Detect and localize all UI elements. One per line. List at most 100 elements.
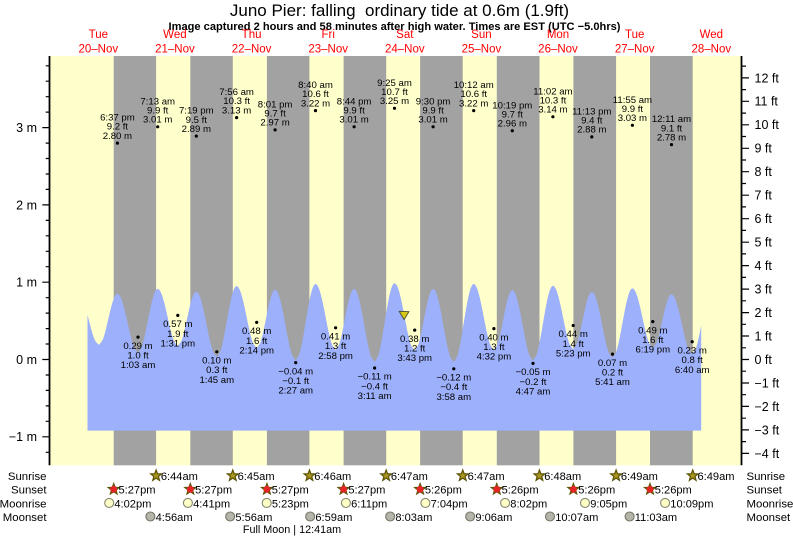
svg-text:5:27pm: 5:27pm (272, 485, 309, 497)
svg-text:6:59am: 6:59am (315, 512, 352, 524)
svg-text:4:32 pm: 4:32 pm (477, 352, 512, 363)
svg-text:6:40 am: 6:40 am (675, 365, 710, 376)
svg-text:23–Nov: 23–Nov (308, 43, 348, 55)
svg-text:6:46am: 6:46am (314, 471, 351, 483)
svg-text:8 ft: 8 ft (755, 165, 773, 179)
svg-text:3 m: 3 m (16, 121, 37, 135)
svg-text:5:23pm: 5:23pm (272, 498, 309, 510)
svg-text:Moonrise: Moonrise (747, 498, 793, 510)
svg-text:4:02pm: 4:02pm (114, 498, 151, 510)
svg-text:2:27 am: 2:27 am (278, 386, 313, 397)
svg-text:1 m: 1 m (16, 276, 37, 290)
svg-text:2 ft: 2 ft (755, 306, 773, 320)
svg-text:5 ft: 5 ft (755, 236, 773, 250)
svg-text:9 ft: 9 ft (755, 142, 773, 156)
svg-text:1 ft: 1 ft (755, 329, 773, 343)
svg-text:5:27pm: 5:27pm (348, 485, 385, 497)
svg-text:Mon: Mon (547, 29, 569, 41)
svg-text:1:31 pm: 1:31 pm (160, 339, 195, 350)
svg-text:−1 m: −1 m (9, 430, 37, 444)
svg-text:3.13 m: 3.13 m (222, 105, 251, 116)
svg-text:2.97 m: 2.97 m (260, 118, 289, 129)
svg-text:Thu: Thu (242, 29, 262, 41)
svg-text:3.14 m: 3.14 m (538, 105, 567, 116)
svg-text:5:26pm: 5:26pm (655, 485, 692, 497)
svg-text:6:47am: 6:47am (391, 471, 428, 483)
svg-text:6:49am: 6:49am (698, 471, 735, 483)
svg-text:8:02pm: 8:02pm (510, 498, 547, 510)
svg-text:2:58 pm: 2:58 pm (318, 351, 353, 362)
svg-text:20–Nov: 20–Nov (78, 43, 118, 55)
svg-text:Moonrise: Moonrise (0, 498, 47, 510)
svg-text:6 ft: 6 ft (755, 212, 773, 226)
svg-text:6:19 pm: 6:19 pm (635, 345, 670, 356)
svg-text:5:27pm: 5:27pm (195, 485, 232, 497)
svg-text:6:48am: 6:48am (544, 471, 581, 483)
svg-text:9:05pm: 9:05pm (590, 498, 627, 510)
svg-text:5:26pm: 5:26pm (425, 485, 462, 497)
svg-text:3:58 am: 3:58 am (436, 392, 471, 403)
svg-text:5:56am: 5:56am (235, 512, 272, 524)
svg-text:Sat: Sat (396, 29, 414, 41)
svg-text:Sunrise: Sunrise (8, 471, 47, 483)
svg-text:4 ft: 4 ft (755, 259, 773, 273)
svg-text:2.80 m: 2.80 m (103, 131, 132, 142)
svg-text:4:47 am: 4:47 am (516, 387, 551, 398)
svg-text:Juno Pier: falling ordinary t: Juno Pier: falling ordinary tide at 0.6m… (230, 1, 569, 20)
svg-text:Moonset: Moonset (3, 512, 48, 524)
svg-text:2.89 m: 2.89 m (182, 124, 211, 135)
svg-text:3.25 m: 3.25 m (380, 96, 409, 107)
svg-text:11 ft: 11 ft (755, 95, 779, 109)
svg-text:5:26pm: 5:26pm (578, 485, 615, 497)
svg-text:6:49am: 6:49am (621, 471, 658, 483)
svg-text:3:11 am: 3:11 am (358, 391, 392, 402)
svg-text:Tue: Tue (625, 29, 644, 41)
svg-text:5:27pm: 5:27pm (119, 485, 156, 497)
svg-text:3 ft: 3 ft (755, 283, 773, 297)
svg-text:Moonset: Moonset (747, 512, 792, 524)
svg-text:5:23 pm: 5:23 pm (556, 349, 591, 360)
svg-text:6:47am: 6:47am (468, 471, 505, 483)
svg-text:24–Nov: 24–Nov (385, 43, 425, 55)
svg-text:2:14 pm: 2:14 pm (239, 346, 274, 357)
svg-text:Full Moon | 12:41am: Full Moon | 12:41am (243, 524, 341, 536)
svg-text:1:03 am: 1:03 am (121, 360, 156, 371)
svg-text:4:41pm: 4:41pm (193, 498, 230, 510)
svg-text:3.22 m: 3.22 m (301, 98, 330, 109)
svg-text:25–Nov: 25–Nov (462, 43, 502, 55)
svg-text:0 ft: 0 ft (755, 353, 773, 367)
svg-text:5:26pm: 5:26pm (502, 485, 539, 497)
svg-text:Wed: Wed (700, 29, 723, 41)
svg-text:27–Nov: 27–Nov (615, 43, 655, 55)
svg-text:10:07am: 10:07am (555, 512, 598, 524)
svg-text:Sunset: Sunset (747, 485, 783, 497)
svg-text:9:06am: 9:06am (475, 512, 512, 524)
svg-text:3.03 m: 3.03 m (618, 113, 647, 124)
svg-text:3.01 m: 3.01 m (143, 115, 172, 126)
svg-text:3.22 m: 3.22 m (459, 98, 488, 109)
svg-text:2.88 m: 2.88 m (577, 125, 606, 136)
svg-text:3:43 pm: 3:43 pm (397, 353, 432, 364)
svg-text:6:45am: 6:45am (238, 471, 275, 483)
svg-text:6:11pm: 6:11pm (351, 498, 387, 510)
svg-text:10:09pm: 10:09pm (670, 498, 713, 510)
svg-text:12 ft: 12 ft (755, 71, 780, 85)
svg-text:Sunrise: Sunrise (747, 471, 786, 483)
svg-text:Wed: Wed (163, 29, 186, 41)
svg-text:Tue: Tue (89, 29, 108, 41)
svg-text:26–Nov: 26–Nov (538, 43, 578, 55)
svg-text:3.01 m: 3.01 m (339, 115, 368, 126)
svg-text:0 m: 0 m (16, 353, 37, 367)
svg-text:−2 ft: −2 ft (755, 400, 780, 414)
svg-text:−3 ft: −3 ft (755, 423, 780, 437)
svg-text:Fri: Fri (321, 29, 334, 41)
svg-text:Sun: Sun (471, 29, 491, 41)
svg-text:4:56am: 4:56am (156, 512, 193, 524)
svg-text:5:41 am: 5:41 am (595, 377, 630, 388)
svg-text:2.78 m: 2.78 m (657, 132, 686, 143)
svg-text:1:45 am: 1:45 am (199, 375, 234, 386)
svg-text:6:44am: 6:44am (161, 471, 198, 483)
svg-text:7 ft: 7 ft (755, 189, 773, 203)
svg-text:28–Nov: 28–Nov (691, 43, 731, 55)
svg-text:2.96 m: 2.96 m (498, 118, 527, 129)
